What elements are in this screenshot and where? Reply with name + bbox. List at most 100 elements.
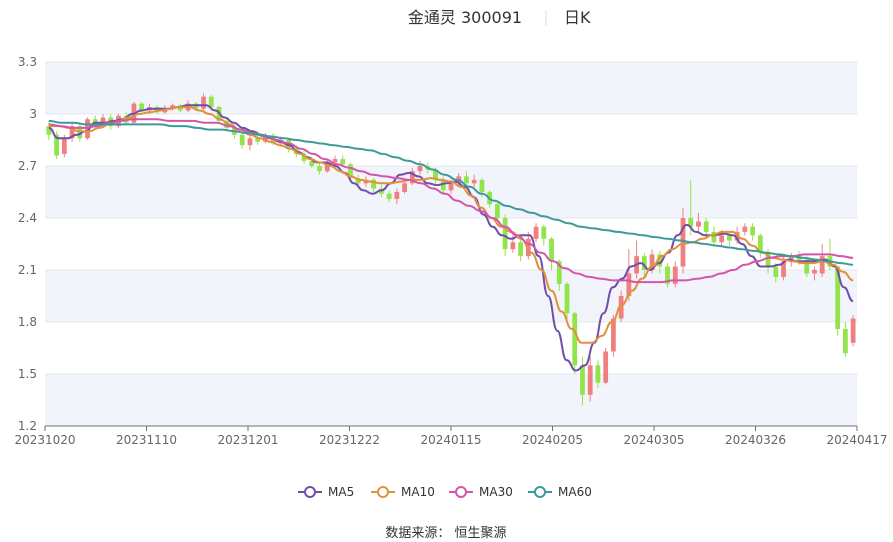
candle-body: [819, 256, 825, 274]
candle-body: [309, 160, 315, 166]
candle-body: [649, 254, 655, 270]
x-tick-label: 20240205: [522, 433, 583, 447]
legend-item: MA5: [298, 485, 354, 499]
y-tick-label: 2.7: [18, 159, 37, 173]
legend-item: MA30: [449, 485, 513, 499]
ma10-line: [48, 106, 854, 344]
legend-label: MA5: [328, 485, 354, 499]
grid-band: [45, 62, 857, 114]
candle-body: [255, 138, 261, 142]
candle: [525, 231, 531, 260]
candle-body: [525, 238, 531, 257]
candle-body: [626, 273, 632, 296]
candle: [742, 223, 748, 236]
candle: [587, 356, 593, 402]
candle-body: [665, 266, 670, 284]
candle-body: [402, 183, 407, 192]
legend-marker: [455, 486, 467, 498]
candle-body: [409, 171, 415, 184]
y-tick-label: 2.4: [18, 211, 37, 225]
candle-body: [773, 266, 779, 277]
candle-body: [533, 226, 539, 239]
x-tick-label: 20240417: [826, 433, 887, 447]
candle-body: [688, 218, 694, 227]
candle-body: [556, 261, 562, 284]
legend-marker: [534, 486, 546, 498]
candle-body: [100, 117, 106, 125]
y-tick-label: 1.2: [18, 419, 37, 433]
chart-header: 金通灵 300091 日K: [408, 8, 591, 27]
candle-body: [727, 235, 732, 241]
candle: [843, 322, 848, 357]
candle-body: [464, 176, 469, 184]
candle-body: [340, 159, 346, 165]
candle-body: [595, 365, 601, 383]
candle: [417, 160, 423, 175]
candle-body: [696, 221, 701, 227]
candle-body: [495, 204, 500, 218]
candle-body: [788, 256, 794, 262]
candle: [564, 282, 570, 322]
x-axis: 20231020 20231110 20231201 20231222 20240115…: [14, 425, 888, 447]
candle: [812, 266, 817, 281]
candle-body: [611, 318, 616, 352]
candle-body: [324, 162, 330, 172]
candle-body: [657, 254, 663, 267]
candle-body: [703, 221, 709, 232]
candle: [696, 212, 701, 232]
legend-marker: [377, 486, 389, 498]
candle: [672, 261, 678, 288]
candle-body: [541, 226, 547, 239]
legend-item: MA60: [528, 485, 592, 499]
candle-body: [781, 261, 786, 277]
candle-body: [804, 259, 810, 274]
data-source: 数据来源： 恒生聚源: [385, 526, 506, 541]
candle-body: [843, 328, 848, 354]
candle-body: [812, 270, 817, 274]
candle: [371, 178, 377, 192]
candle: [518, 238, 523, 262]
candle-body: [139, 103, 145, 111]
grid-lines: [45, 61, 857, 427]
candle: [549, 237, 554, 270]
candle-body: [835, 266, 841, 329]
y-tick-label: 2.1: [18, 263, 37, 277]
candle-body: [572, 313, 578, 366]
candle: [402, 179, 407, 194]
candle: [317, 162, 322, 175]
candle-body: [471, 179, 477, 184]
candles: [46, 93, 856, 406]
candle-body: [603, 351, 609, 383]
y-tick-label: 3: [29, 107, 37, 121]
candle-body: [332, 159, 338, 163]
candle-body: [850, 318, 856, 343]
candle: [386, 190, 392, 203]
candle: [301, 150, 307, 165]
candle-body: [371, 179, 377, 189]
candle: [595, 360, 601, 388]
y-axis: 1.2 1.5 1.8 2.1 2.4 2.7 3 3.3: [18, 55, 37, 433]
candle-body: [355, 178, 361, 184]
candle-body: [750, 226, 755, 236]
candle: [247, 134, 253, 151]
candle-body: [247, 138, 253, 146]
x-tick-label: 20240305: [623, 433, 684, 447]
candle-body: [440, 179, 446, 191]
candle: [239, 131, 245, 149]
candle-body: [518, 242, 523, 257]
candle-body: [564, 283, 570, 314]
x-tick-label: 20231110: [116, 433, 177, 447]
x-tick-label: 20240326: [725, 433, 786, 447]
candle-body: [46, 126, 52, 135]
candle-body: [641, 256, 647, 270]
x-tick-label: 20231020: [14, 433, 75, 447]
candle: [340, 155, 346, 166]
legend-label: MA60: [558, 485, 592, 499]
candle: [804, 256, 810, 277]
candle-body: [711, 231, 717, 243]
candle: [201, 93, 206, 111]
candle: [541, 224, 547, 246]
candle: [665, 263, 670, 288]
candle: [46, 120, 52, 140]
candle-body: [433, 169, 438, 180]
